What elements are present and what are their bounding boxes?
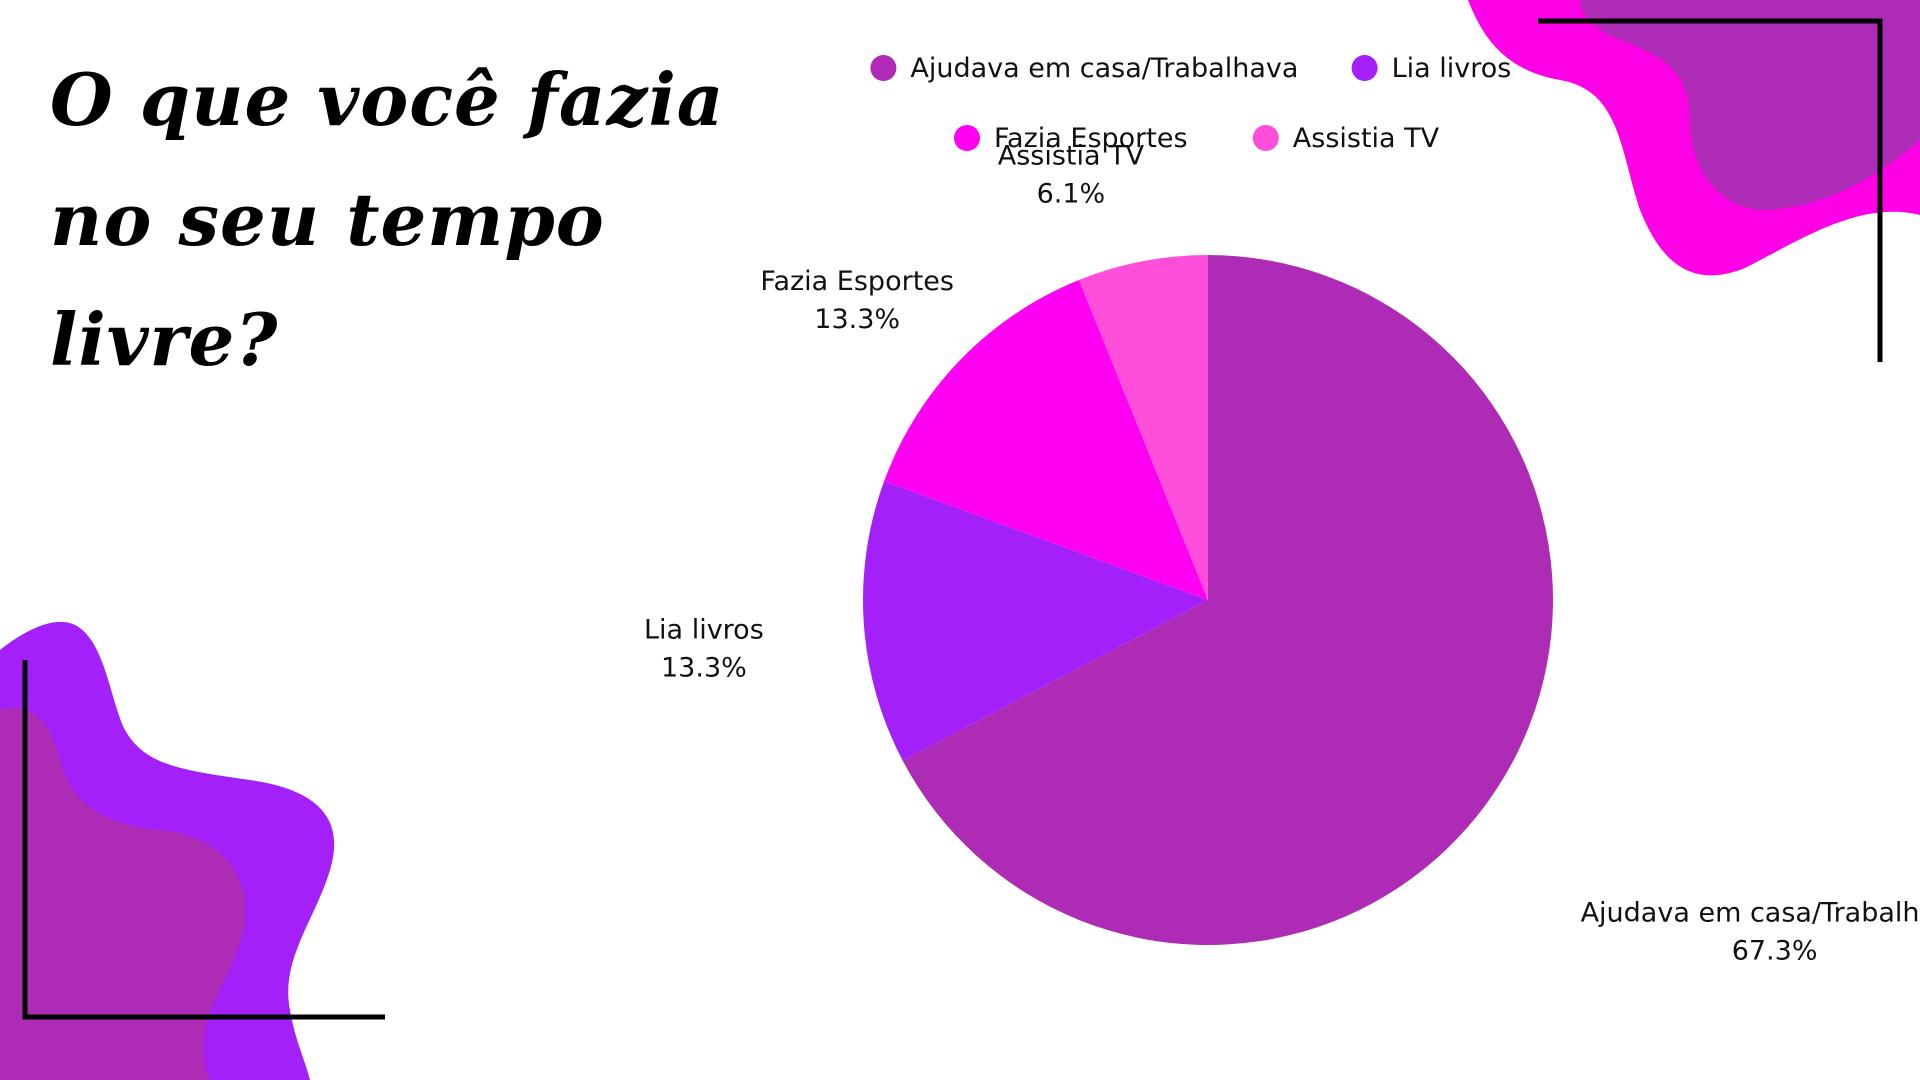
- slice-value-fazia-esportes: 13.3%: [814, 304, 900, 335]
- slice-label-ajudava-em-casa-trabalhava: Ajudava em casa/Trabalhava: [1581, 897, 1920, 928]
- chart-legend: Ajudava em casa/Trabalhava Lia livros Fazi…: [870, 53, 1511, 154]
- legend-swatch: [954, 125, 980, 151]
- slice-label-lia-livros: Lia livros: [644, 615, 764, 646]
- legend-label: Assistia TV: [1293, 123, 1440, 154]
- slice-label-fazia-esportes: Fazia Esportes: [760, 266, 954, 297]
- legend-swatch: [870, 55, 897, 81]
- top-right-purple-blob: [1580, 0, 1920, 211]
- legend-item-ajudava-em-casa-trabalhava: Ajudava em casa/Trabalhava: [870, 53, 1298, 84]
- legend-label: Lia livros: [1392, 53, 1512, 84]
- legend-label: Fazia Esportes: [994, 123, 1188, 154]
- legend-swatch: [1351, 55, 1378, 81]
- slice-value-ajudava-em-casa-trabalhava: 67.3%: [1732, 935, 1818, 966]
- slice-value-assistia-tv: 6.1%: [1037, 178, 1106, 209]
- legend-item-fazia-esportes: Fazia Esportes: [954, 123, 1188, 154]
- chart-title: O que você fazia no seu tempo livre?: [50, 57, 725, 382]
- top-right-frame-line: [1538, 18, 1883, 362]
- legend-item-assistia-tv: Assistia TV: [1252, 123, 1440, 154]
- legend-label: Ajudava em casa/Trabalhava: [910, 53, 1298, 84]
- pie-slice-lia-livros: [863, 481, 1208, 761]
- legend-swatch: [1252, 125, 1279, 151]
- slice-label-assistia-tv: Assistia TV: [998, 140, 1145, 171]
- pie-slices: [863, 255, 1554, 945]
- pie-slice-ajudava-em-casa-trabalhava: [902, 255, 1554, 945]
- slice-labels: Ajudava em casa/Trabalhava 67.3% Lia livro…: [644, 140, 1920, 966]
- pie-slice-fazia-esportes: [884, 280, 1208, 600]
- slice-value-lia-livros: 13.3%: [661, 653, 747, 684]
- pie-slice-assistia-tv: [1078, 255, 1208, 600]
- bottom-left-frame-line: [22, 660, 385, 1020]
- bottom-left-dark-purple-blob: [0, 707, 246, 1080]
- legend-item-lia-livros: Lia livros: [1351, 53, 1512, 84]
